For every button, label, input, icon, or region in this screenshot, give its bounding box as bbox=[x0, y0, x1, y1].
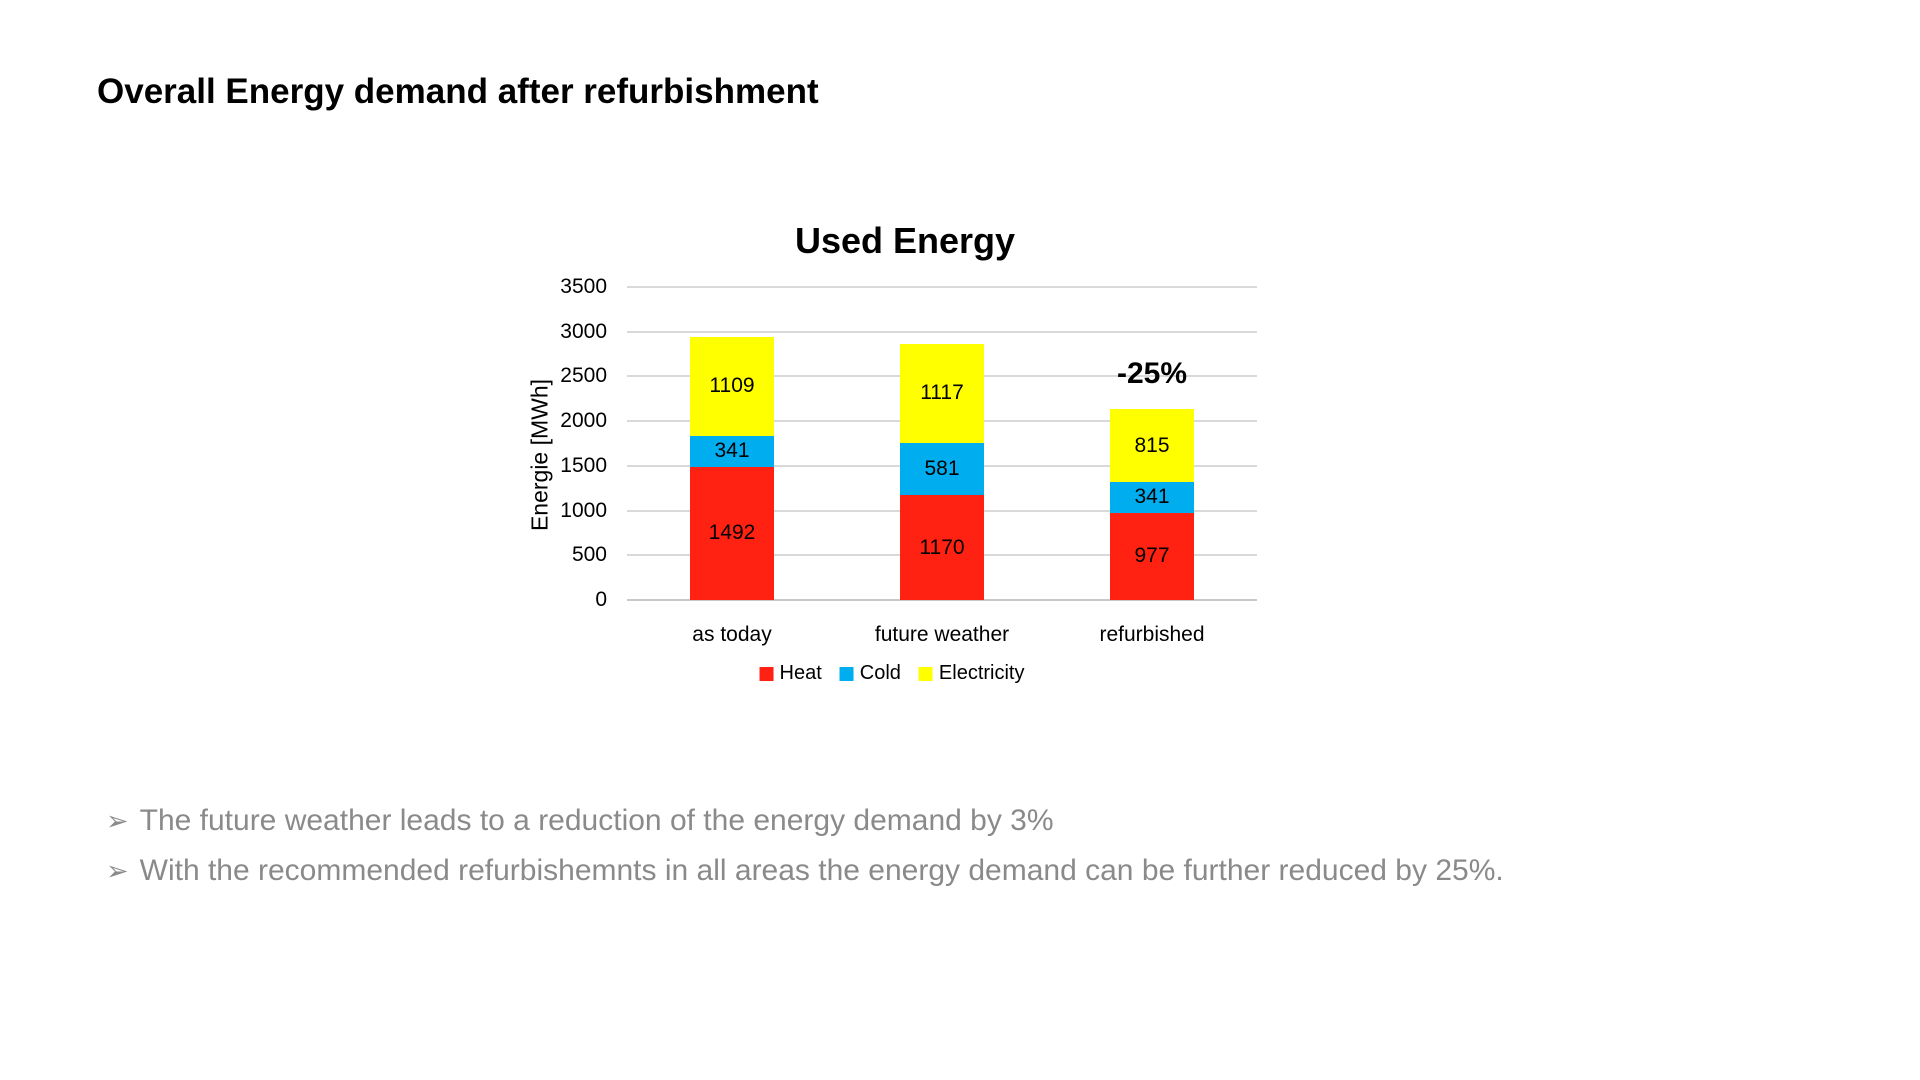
bullet-text: With the recommended refurbishemnts in a… bbox=[139, 854, 1504, 887]
legend-label: Heat bbox=[779, 662, 822, 684]
y-axis-tick-label: 0 bbox=[595, 588, 607, 611]
bar-value-label: 1492 bbox=[708, 521, 756, 545]
legend-item-heat: Heat bbox=[759, 662, 822, 685]
bar-value-label: 815 bbox=[1134, 433, 1170, 457]
gridline bbox=[627, 330, 1257, 333]
bar-segment-cold: 341 bbox=[690, 436, 774, 467]
y-axis-title: Energie [MWh] bbox=[526, 378, 553, 532]
bar-segment-electricity: 815 bbox=[1110, 409, 1194, 483]
plot-area: 0 500 1000 1500 2000 2500 3000 3500 1492 341 1109 a… bbox=[560, 275, 1257, 646]
bar-value-label: 341 bbox=[714, 439, 750, 463]
y-axis-tick-label: 2500 bbox=[560, 364, 607, 388]
reduction-annotation: -25% bbox=[1116, 357, 1188, 391]
legend-label: Electricity bbox=[938, 662, 1025, 684]
bar-segment-heat: 1492 bbox=[690, 466, 774, 600]
y-axis-tick-label: 2000 bbox=[560, 409, 607, 433]
y-axis-tick-label: 1000 bbox=[560, 498, 607, 522]
bar-value-label: 1170 bbox=[919, 535, 965, 559]
bullet-item: ➢ The future weather leads to a reductio… bbox=[106, 800, 1504, 843]
bar-value-label: 977 bbox=[1134, 544, 1170, 568]
legend-item-electricity: Electricity bbox=[918, 662, 1025, 685]
y-axis-tick-label: 1500 bbox=[560, 453, 607, 477]
legend-swatch-icon bbox=[759, 666, 774, 681]
legend-item-cold: Cold bbox=[839, 662, 901, 685]
bullet-text: The future weather leads to a reduction … bbox=[139, 804, 1054, 837]
slide-title: Overall Energy demand after refurbishmen… bbox=[97, 72, 819, 111]
legend-swatch-icon bbox=[918, 666, 933, 681]
bar-segment-heat: 977 bbox=[1110, 512, 1194, 600]
x-axis-label: as today bbox=[692, 623, 772, 646]
bar-value-label: 1109 bbox=[709, 374, 755, 398]
x-axis-label: refurbished bbox=[1099, 623, 1205, 646]
x-axis-label: future weather bbox=[874, 623, 1010, 646]
chart-title: Used Energy bbox=[794, 220, 1016, 261]
bar-value-label: 1117 bbox=[920, 381, 964, 405]
legend-label: Cold bbox=[859, 662, 901, 684]
bar-value-label: 581 bbox=[924, 457, 960, 481]
chart-legend: Heat Cold Electricity bbox=[759, 662, 1025, 685]
y-axis-tick-label: 3500 bbox=[560, 275, 607, 298]
bar-segment-electricity: 1117 bbox=[900, 343, 984, 444]
gridline bbox=[627, 286, 1257, 288]
arrow-bullet-icon: ➢ bbox=[106, 856, 129, 887]
y-axis-tick-label: 3000 bbox=[560, 319, 607, 343]
y-axis-tick-label: 500 bbox=[571, 543, 607, 567]
bar-value-label: 341 bbox=[1134, 485, 1170, 509]
bar-segment-electricity: 1109 bbox=[690, 336, 774, 437]
gridline bbox=[627, 599, 1257, 601]
bullet-list: ➢ The future weather leads to a reductio… bbox=[106, 800, 1504, 893]
bar-segment-heat: 1170 bbox=[900, 495, 984, 600]
bullet-item: ➢ With the recommended refurbishemnts in… bbox=[106, 850, 1504, 893]
arrow-bullet-icon: ➢ bbox=[106, 806, 129, 837]
bar-segment-cold: 341 bbox=[1110, 482, 1194, 513]
legend-swatch-icon bbox=[839, 666, 854, 681]
bar-segment-cold: 581 bbox=[900, 443, 984, 496]
